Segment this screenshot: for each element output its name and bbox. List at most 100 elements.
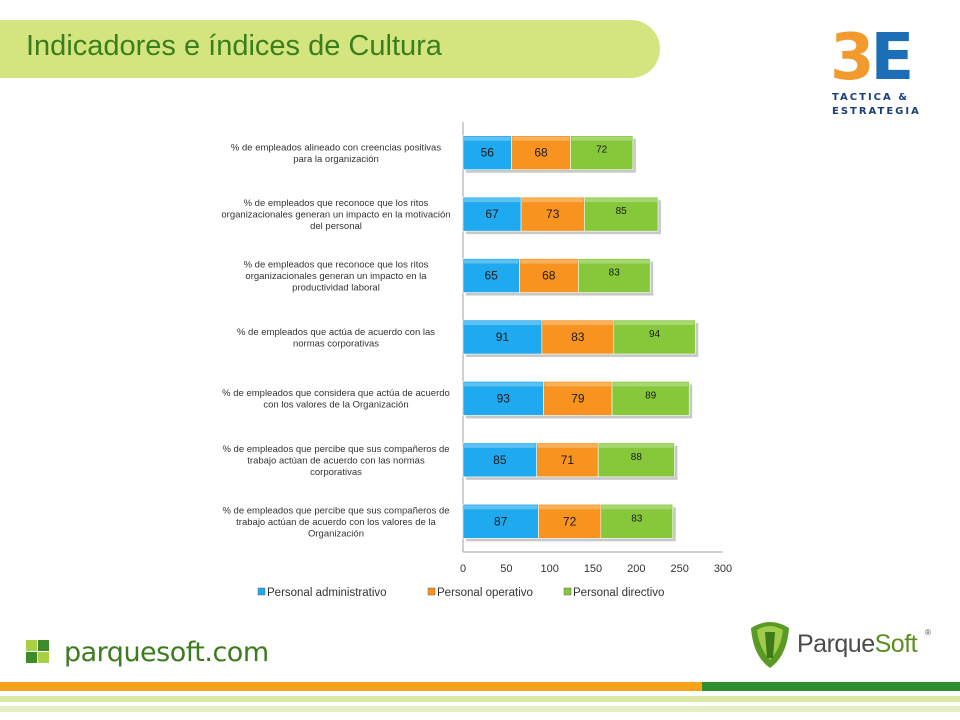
- legend-swatch: [427, 587, 436, 596]
- tactica-estrategia-logo: 3E TACTICA & ESTRATEGIA: [830, 26, 930, 122]
- footer-bar-green: [702, 682, 960, 691]
- category-label: % de empleados que reconoce que los rito…: [244, 260, 429, 294]
- bar-segment: [577, 258, 651, 293]
- category-label: % de empleados que percibe que sus compa…: [222, 505, 449, 539]
- bar-segment: [536, 442, 599, 478]
- logo-text-line2: ESTRATEGIA: [832, 106, 921, 117]
- bar-segment: [511, 135, 571, 171]
- title-band: Indicadores e índices de Cultura: [0, 20, 660, 78]
- x-tick-label: 150: [584, 563, 602, 575]
- x-tick-label: 100: [540, 563, 558, 575]
- bar-highlight: [601, 505, 672, 510]
- bar-value-label: 85: [616, 206, 628, 217]
- footer-bar-light: [0, 696, 960, 702]
- bar-highlight: [464, 443, 536, 448]
- site-square-icon: [38, 652, 49, 663]
- bar-highlight: [512, 136, 570, 141]
- bar-highlight: [614, 321, 695, 325]
- x-tick-label: 50: [500, 563, 512, 575]
- logo-text-line1: TACTICA &: [832, 92, 909, 103]
- bar-highlight: [585, 198, 657, 203]
- site-square-icon: [26, 652, 37, 663]
- legend-label: Personal operativo: [437, 587, 533, 599]
- bar-segment: [462, 135, 512, 171]
- stacked-bar-chart: 0 50 100 150 200 250 300 % de empleados alinead…: [221, 122, 732, 599]
- bar-value-label: 79: [571, 391, 585, 405]
- bar-segment: [597, 442, 675, 478]
- logo-mark: 3E: [830, 21, 914, 95]
- bar-segment: [538, 503, 602, 539]
- bar-value-label: 83: [609, 268, 621, 279]
- bar-segment: [462, 381, 544, 416]
- x-tick-label: 200: [627, 563, 645, 575]
- bar-highlight: [522, 198, 584, 203]
- site-square-icon: [38, 640, 49, 651]
- bar-highlight: [539, 505, 600, 510]
- bar-segment: [584, 196, 659, 232]
- bar-highlight: [544, 382, 612, 387]
- category-label: % de empleados que considera que actúa d…: [222, 388, 450, 411]
- bar-value-label: 73: [546, 207, 560, 221]
- bar-value-label: 91: [496, 330, 510, 344]
- bar-segment: [543, 381, 613, 416]
- bar-value-label: 56: [481, 146, 495, 160]
- parquesoft-logo: ParqueSoft ®: [745, 618, 945, 670]
- bar-value-label: 72: [563, 514, 577, 528]
- bar-segment: [520, 196, 585, 232]
- bar-highlight: [613, 382, 689, 387]
- bar-highlight: [537, 443, 598, 448]
- legend-label: Personal directivo: [573, 587, 664, 599]
- parquesoft-leaf-icon: [751, 622, 789, 668]
- bar-highlight: [464, 136, 511, 141]
- legend-label: Personal administrativo: [267, 587, 387, 599]
- bar-segment: [462, 258, 520, 293]
- bar-highlight: [464, 321, 541, 325]
- bar-highlight: [464, 259, 519, 264]
- bar-highlight: [520, 259, 578, 264]
- bar-highlight: [571, 136, 632, 141]
- bar-value-label: 85: [493, 453, 507, 467]
- bar-highlight: [599, 443, 674, 448]
- site-square-icon: [26, 640, 37, 651]
- bar-highlight: [464, 505, 538, 510]
- bar-segment: [613, 319, 696, 355]
- bar-segment: [611, 381, 690, 416]
- bar-value-label: 68: [534, 146, 548, 160]
- bar-value-label: 71: [561, 453, 575, 467]
- category-label: % de empleados que reconoce que los rito…: [221, 198, 450, 232]
- category-label: % de empleados que actúa de acuerdo con …: [237, 327, 435, 350]
- bar-value-label: 88: [631, 452, 643, 463]
- bar-value-label: 67: [485, 207, 499, 221]
- bar-highlight: [542, 321, 613, 325]
- bar-value-label: 83: [631, 513, 643, 524]
- legend-swatch: [563, 587, 572, 596]
- bar-value-label: 83: [571, 330, 585, 344]
- bar-segment: [462, 442, 537, 478]
- legend-swatch: [257, 587, 266, 596]
- footer-bar-light: [0, 706, 960, 712]
- bar-value-label: 93: [497, 391, 511, 405]
- footer-bar-orange: [0, 682, 702, 691]
- bar-value-label: 94: [649, 329, 661, 340]
- bar-segment: [541, 319, 615, 355]
- bar-value-label: 87: [494, 514, 508, 528]
- registered-mark: ®: [925, 628, 931, 637]
- category-label: % de empleados alineado con creencias po…: [231, 142, 441, 165]
- bar-value-label: 65: [484, 269, 498, 283]
- bar-segment: [570, 135, 634, 171]
- bar-highlight: [579, 259, 650, 264]
- bar-segment: [462, 319, 543, 355]
- x-tick-label: 300: [714, 563, 732, 575]
- parquesoft-wordmark: ParqueSoft: [797, 630, 918, 658]
- bar-value-label: 72: [596, 145, 608, 156]
- x-tick-label: 0: [460, 563, 466, 575]
- bar-value-label: 89: [645, 390, 657, 401]
- bar-highlight: [464, 198, 521, 203]
- bar-segment: [600, 503, 674, 539]
- bar-value-label: 68: [542, 269, 556, 283]
- bar-highlight: [464, 382, 543, 387]
- page-title: Indicadores e índices de Cultura: [26, 30, 442, 62]
- category-label: % de empleados que percibe que sus compa…: [222, 444, 449, 478]
- x-tick-label: 250: [670, 563, 688, 575]
- site-url: parquesoft.com: [64, 637, 269, 668]
